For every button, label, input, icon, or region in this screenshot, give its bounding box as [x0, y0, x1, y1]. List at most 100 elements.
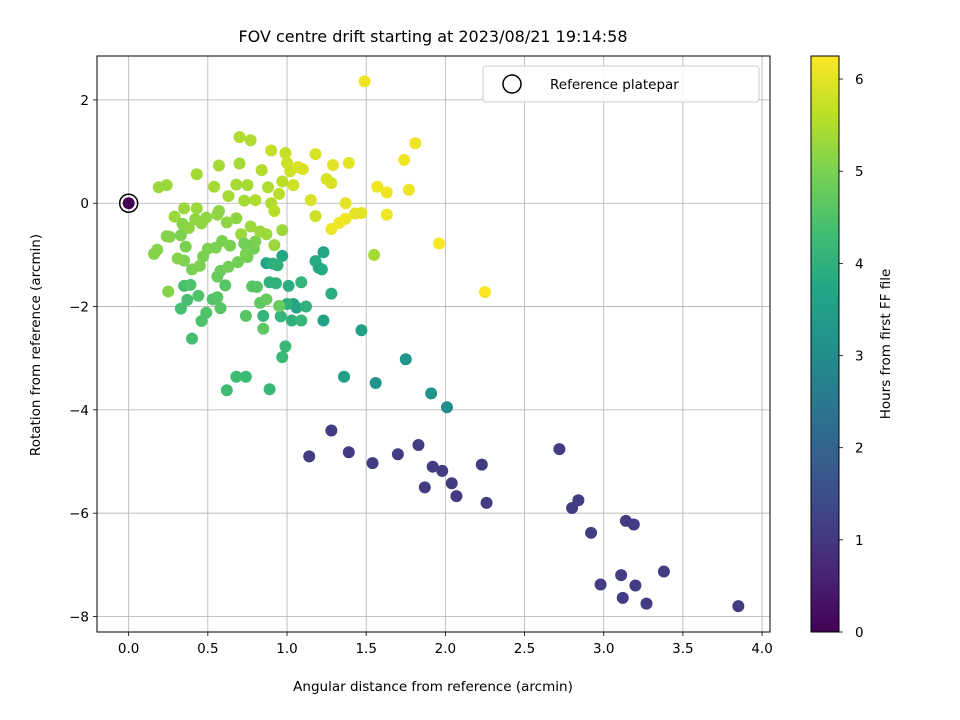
data-point	[262, 181, 275, 194]
data-point	[212, 159, 225, 172]
data-point	[186, 332, 199, 345]
data-point	[231, 256, 244, 269]
data-point	[380, 186, 393, 199]
plot-frame	[96, 55, 771, 633]
chart-title: FOV centre drift starting at 2023/08/21 …	[238, 27, 627, 46]
data-point	[212, 204, 225, 217]
axes: 0.0 0.5 1.0 1.5 2.0 2.5 3.0 3.5 4.0 2 0 −2 −4 −6 −8	[69, 55, 773, 657]
x-tick-label: 3.5	[672, 641, 693, 657]
data-point	[239, 370, 252, 383]
data-point	[371, 180, 384, 193]
data-point	[276, 224, 289, 237]
data-point	[179, 240, 192, 253]
data-point	[615, 569, 628, 582]
data-point	[303, 450, 316, 463]
data-point	[197, 250, 210, 263]
data-point	[325, 424, 338, 437]
data-point	[418, 481, 431, 494]
data-point	[290, 301, 303, 314]
data-point	[433, 237, 446, 250]
data-point	[222, 260, 235, 273]
data-point	[238, 194, 251, 207]
data-point	[190, 168, 203, 181]
data-point	[214, 302, 227, 315]
data-point	[640, 597, 653, 610]
data-point	[309, 148, 322, 161]
data-point	[208, 180, 221, 193]
grid	[97, 56, 770, 632]
x-tick-label: 1.0	[276, 641, 297, 657]
data-point	[368, 248, 381, 261]
data-point	[325, 177, 338, 190]
data-point	[585, 526, 598, 539]
data-point	[241, 179, 254, 192]
data-point	[162, 285, 175, 298]
data-point	[200, 211, 213, 224]
data-point	[249, 235, 262, 248]
data-point	[478, 286, 491, 299]
data-point	[594, 578, 607, 591]
data-point	[249, 194, 262, 207]
data-point	[380, 208, 393, 221]
data-point	[239, 247, 252, 260]
colorbar-tick-label: 4	[855, 256, 864, 272]
data-point	[268, 239, 281, 252]
data-point	[220, 216, 233, 229]
data-point	[257, 322, 270, 335]
data-point	[265, 144, 278, 157]
data-point	[268, 204, 281, 217]
data-point	[309, 210, 322, 223]
data-point	[178, 202, 191, 215]
data-point	[220, 384, 233, 397]
data-point	[186, 263, 199, 276]
data-point	[174, 229, 187, 242]
data-point	[317, 246, 330, 259]
x-tick-label: 0.0	[118, 641, 139, 657]
data-point	[391, 448, 404, 461]
data-point	[436, 464, 449, 477]
data-point	[182, 222, 195, 235]
data-point	[274, 310, 287, 323]
data-point	[287, 179, 300, 192]
x-tick-label: 4.0	[751, 641, 772, 657]
x-tick-label: 3.0	[593, 641, 614, 657]
colorbar-label: Hours from first FF file	[878, 269, 894, 420]
data-point	[273, 300, 286, 313]
data-point	[230, 178, 243, 191]
data-point	[445, 477, 458, 490]
data-point	[219, 279, 232, 292]
data-point	[325, 223, 338, 236]
y-tick-label: −8	[69, 610, 89, 626]
x-tick-label: 0.5	[197, 641, 218, 657]
data-point	[342, 446, 355, 459]
data-points	[118, 75, 745, 613]
data-point	[271, 259, 284, 272]
reference-point	[122, 197, 135, 210]
colorbar-tick-label: 5	[855, 164, 864, 180]
data-point	[296, 163, 309, 176]
data-point	[276, 351, 289, 364]
data-point	[409, 137, 422, 150]
data-point	[279, 340, 292, 353]
x-tick-label: 2.0	[435, 641, 456, 657]
data-point	[276, 175, 289, 188]
data-point	[358, 75, 371, 88]
data-point	[244, 220, 257, 233]
y-tick-label: 2	[80, 93, 89, 109]
data-point	[572, 494, 585, 507]
data-point	[315, 263, 328, 276]
data-point	[233, 131, 246, 144]
legend: Reference platepar	[482, 65, 760, 103]
data-point	[450, 490, 463, 503]
data-point	[276, 249, 289, 262]
data-point	[342, 156, 355, 169]
data-point	[235, 228, 248, 241]
data-point	[192, 289, 205, 302]
colorbar-tick-label: 3	[855, 349, 864, 365]
data-point	[222, 189, 235, 202]
data-point	[325, 287, 338, 300]
data-point	[369, 377, 382, 390]
data-point	[257, 309, 270, 322]
data-point	[398, 153, 411, 166]
